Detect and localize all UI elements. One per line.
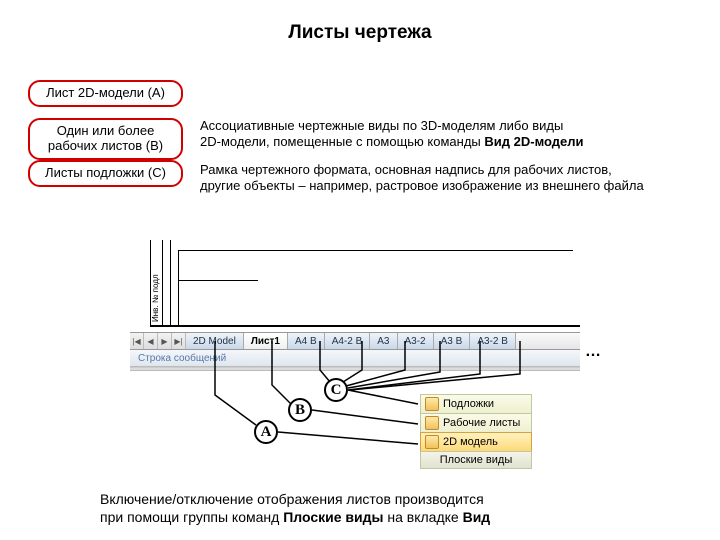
divider <box>130 367 580 371</box>
tab-a4-2-b[interactable]: A4-2 B <box>325 333 371 349</box>
nav-first-icon[interactable]: |◀ <box>130 333 144 349</box>
vertical-label: Инв. № подл <box>151 312 160 322</box>
nav-prev-icon[interactable]: ◀ <box>144 333 158 349</box>
model-2d-icon <box>425 435 439 449</box>
desc-c-line2: другие объекты – например, растровое изо… <box>200 178 644 193</box>
description-c: Рамка чертежного формата, основная надпи… <box>200 162 700 195</box>
bottom-line2-mid: на вкладке <box>383 509 462 525</box>
underlays-icon <box>425 397 439 411</box>
menu-item-underlays[interactable]: Подложки <box>420 394 532 414</box>
tab-a3[interactable]: A3 <box>370 333 397 349</box>
callout-a-label: A <box>261 424 272 440</box>
tab-a3-2[interactable]: A3-2 <box>398 333 434 349</box>
sheet-tabbar: |◀ ◀ ▶ ▶| 2D Model Лист1 A4 B A4-2 B A3 … <box>130 332 580 350</box>
bottom-line2-bold1: Плоские виды <box>283 509 383 525</box>
tab-2d-model[interactable]: 2D Model <box>186 333 244 349</box>
menu-item-2d-model[interactable]: 2D модель <box>420 432 532 452</box>
menu-item-worksheets-label: Рабочие листы <box>443 417 520 429</box>
page-title: Листы чертежа <box>0 22 720 44</box>
nav-next-icon[interactable]: ▶ <box>158 333 172 349</box>
description-b: Ассоциативные чертежные виды по 3D-модел… <box>200 118 700 151</box>
desc-b-line1: Ассоциативные чертежные виды по 3D-модел… <box>200 118 563 133</box>
bottom-line2-bold2: Вид <box>463 509 491 525</box>
menu-footer-flat-views: Плоские виды <box>420 451 532 469</box>
category-b-box: Один или более рабочих листов (B) <box>28 118 183 160</box>
tab-a4-b[interactable]: A4 B <box>288 333 325 349</box>
ellipsis: … <box>585 343 603 361</box>
flat-views-menu: Подложки Рабочие листы 2D модель Плоские… <box>420 394 532 469</box>
category-c-box: Листы подложки (C) <box>28 160 183 187</box>
desc-b-line2-bold: Вид 2D-модели <box>484 134 583 149</box>
tab-a3-2-b[interactable]: A3-2 B <box>470 333 516 349</box>
tab-a3-b[interactable]: A3 B <box>434 333 471 349</box>
desc-c-line1: Рамка чертежного формата, основная надпи… <box>200 162 612 177</box>
bottom-caption: Включение/отключение отображения листов … <box>100 490 660 526</box>
worksheets-icon <box>425 416 439 430</box>
menu-item-worksheets[interactable]: Рабочие листы <box>420 413 532 433</box>
menu-item-underlays-label: Подложки <box>443 398 494 410</box>
drawing-area: Инв. № подл <box>130 240 580 332</box>
category-a-box: Лист 2D-модели (A) <box>28 80 183 107</box>
bottom-line2-pre: при помощи группы команд <box>100 509 283 525</box>
tab-sheet1[interactable]: Лист1 <box>244 333 288 349</box>
callout-b-label: B <box>295 402 305 418</box>
desc-b-line2-pre: 2D-модели, помещенные с помощью команды <box>200 134 484 149</box>
callout-c-label: C <box>331 382 342 398</box>
nav-last-icon[interactable]: ▶| <box>172 333 186 349</box>
menu-item-2d-model-label: 2D модель <box>443 436 498 448</box>
bottom-line1: Включение/отключение отображения листов … <box>100 491 484 507</box>
status-bar: Строка сообщений <box>130 350 580 367</box>
